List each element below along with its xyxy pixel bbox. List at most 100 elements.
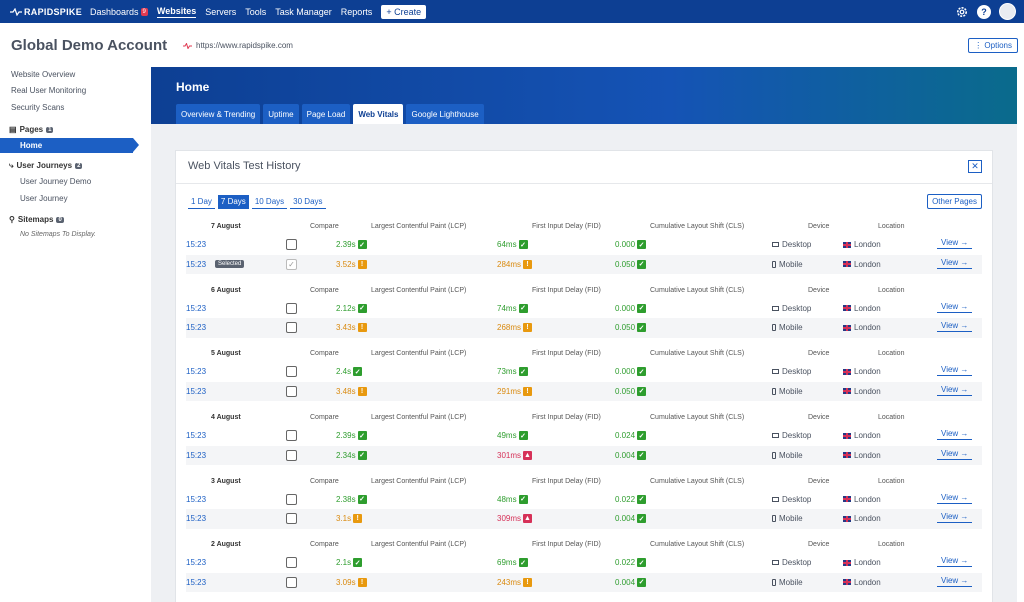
location-cell: London [843, 578, 881, 587]
view-button[interactable]: View → [937, 576, 973, 587]
good-status-icon: ✓ [518, 367, 528, 377]
rapidspike-logo[interactable]: RAPIDSPIKE [10, 7, 90, 17]
test-time-link[interactable]: 15:23 [186, 577, 207, 587]
view-button[interactable]: View → [937, 385, 973, 396]
compare-checkbox[interactable] [286, 449, 297, 461]
nav-reports[interactable]: Reports [340, 6, 373, 17]
test-time-link[interactable]: 15:23 [186, 240, 207, 249]
create-button[interactable]: + Create [381, 4, 427, 19]
tab-page-load[interactable]: Page Load [301, 104, 351, 124]
compare-checkbox[interactable] [286, 557, 297, 569]
test-time-link[interactable]: 15:23 [186, 514, 207, 524]
location-text: London [854, 323, 881, 333]
view-button[interactable]: View → [937, 302, 973, 313]
sidebar-item-security-scans[interactable]: Security Scans [11, 102, 65, 112]
compare-checkbox[interactable] [286, 513, 297, 525]
nav-servers[interactable]: Servers [205, 6, 237, 17]
bad-status-icon: ▲ [523, 514, 533, 524]
range-30-days[interactable]: 30 Days [290, 195, 326, 209]
nav-dashboards[interactable]: Dashboards 9 [90, 7, 148, 17]
fid-text: 301ms [497, 450, 522, 460]
close-icon[interactable]: ✕ [968, 160, 982, 173]
sidebar-item-real-user-monitoring[interactable]: Real User Monitoring [11, 86, 87, 96]
sidebar-item-user-journey-demo[interactable]: User Journey Demo [20, 177, 92, 187]
test-time-link[interactable]: 15:23 [186, 367, 207, 377]
compare-checkbox[interactable]: ✓ [286, 258, 297, 270]
sidebar: Website Overview Real User Monitoring Se… [0, 66, 140, 242]
tab-google-lighthouse[interactable]: Google Lighthouse [406, 104, 484, 124]
nav-task-manager[interactable]: Task Manager [275, 6, 332, 17]
tab-web-vitals[interactable]: Web Vitals [353, 104, 404, 124]
table-row: 15:23 2.34s ✓ 301ms ▲ 0.004 ✓ Mobile London V… [186, 445, 982, 466]
view-button[interactable]: View → [937, 449, 973, 460]
warn-status-icon: ! [357, 386, 367, 396]
compare-checkbox[interactable] [286, 385, 297, 397]
compare-checkbox[interactable] [286, 322, 297, 334]
range-10-days[interactable]: 10 Days [251, 195, 288, 209]
fid-value: 49ms ✓ [497, 431, 528, 441]
good-status-icon: ✓ [637, 450, 647, 460]
nav-websites[interactable]: Websites [156, 5, 197, 18]
sidebar-pages-heading[interactable]: ▤ Pages 1 [0, 122, 140, 138]
compare-checkbox[interactable] [286, 493, 297, 505]
cls-text: 0.050 [615, 323, 636, 333]
view-button[interactable]: View → [937, 493, 973, 504]
lcp-value: 2.4s ✓ [336, 367, 363, 377]
sidebar-item-website-overview[interactable]: Website Overview [11, 69, 76, 79]
cls-text: 0.050 [615, 259, 636, 269]
other-pages-button[interactable]: Other Pages [927, 194, 982, 209]
fid-value: 291ms! [497, 386, 533, 396]
test-time-link[interactable]: 15:23 [186, 323, 207, 333]
table-row: 15:23 2.12s ✓ 74ms ✓ 0.000 ✓ Desktop London V… [186, 299, 982, 319]
tab-uptime[interactable]: Uptime [263, 104, 299, 124]
view-button[interactable]: View → [937, 365, 973, 377]
cls-header: Cumulative Layout Shift (CLS) [650, 223, 745, 230]
sidebar-item-user-journey[interactable]: User Journey [20, 193, 68, 203]
test-time-link[interactable]: 15:23 [186, 494, 207, 504]
sidebar-journeys-heading[interactable]: ⤷ User Journeys 2 [0, 158, 140, 174]
compare-checkbox[interactable] [286, 302, 297, 314]
options-button[interactable]: ⋮ Options [968, 38, 1018, 53]
test-time-link[interactable]: 15:23 [186, 386, 207, 396]
gear-icon[interactable] [955, 5, 969, 19]
device-cell: Desktop [772, 240, 811, 249]
lcp-value: 3.1s! [336, 514, 363, 524]
good-status-icon: ✓ [637, 431, 647, 441]
view-button[interactable]: View → [937, 556, 973, 568]
test-time-link[interactable]: 15:23 [186, 431, 207, 441]
fid-value: 74ms ✓ [497, 303, 528, 313]
sidebar-item-home[interactable]: Home [0, 137, 139, 153]
compare-checkbox[interactable] [286, 576, 297, 588]
fid-text: 49ms [497, 431, 517, 441]
tab-overview-trending[interactable]: Overview & Trending [176, 104, 261, 124]
lcp-value: 3.52s! [336, 259, 367, 269]
view-button[interactable]: View → [937, 512, 973, 524]
range-1-day[interactable]: 1 Day [188, 195, 215, 209]
cls-value: 0.022 ✓ [615, 494, 647, 504]
compare-checkbox[interactable] [286, 239, 297, 250]
table-row: 15:23 2.1s ✓ 69ms ✓ 0.022 ✓ Desktop London Vi… [186, 553, 982, 573]
compare-checkbox[interactable] [286, 366, 297, 378]
uk-flag-icon [843, 368, 851, 375]
view-button[interactable]: View → [937, 429, 973, 441]
avatar[interactable] [999, 3, 1016, 20]
device-text: Desktop [782, 558, 812, 568]
test-time-link[interactable]: 15:23 [186, 558, 207, 568]
view-button[interactable]: View → [937, 238, 973, 249]
view-button[interactable]: View → [937, 258, 973, 269]
device-header: Device [808, 223, 830, 230]
nav-tools[interactable]: Tools [245, 6, 267, 17]
test-time-link[interactable]: 15:23 [186, 303, 207, 313]
sidebar-sitemaps-heading[interactable]: ⚲ Sitemaps 0 [0, 212, 140, 228]
web-vitals-table: 7 August Compare Largest Contentful Pain… [176, 219, 992, 601]
range-7-days[interactable]: 7 Days [217, 195, 249, 209]
help-icon[interactable]: ? [977, 4, 991, 19]
test-time-link[interactable]: 15:23 [186, 259, 207, 269]
page-title: Home [176, 80, 210, 94]
fid-header: First Input Delay (FID) [532, 477, 601, 485]
site-url[interactable]: https://www.rapidspike.com [196, 41, 293, 50]
test-time-link[interactable]: 15:23 [186, 450, 207, 460]
view-button[interactable]: View → [937, 321, 973, 333]
compare-checkbox[interactable] [286, 430, 297, 442]
date-group: 7 August Compare Largest Contentful Pain… [176, 219, 992, 283]
